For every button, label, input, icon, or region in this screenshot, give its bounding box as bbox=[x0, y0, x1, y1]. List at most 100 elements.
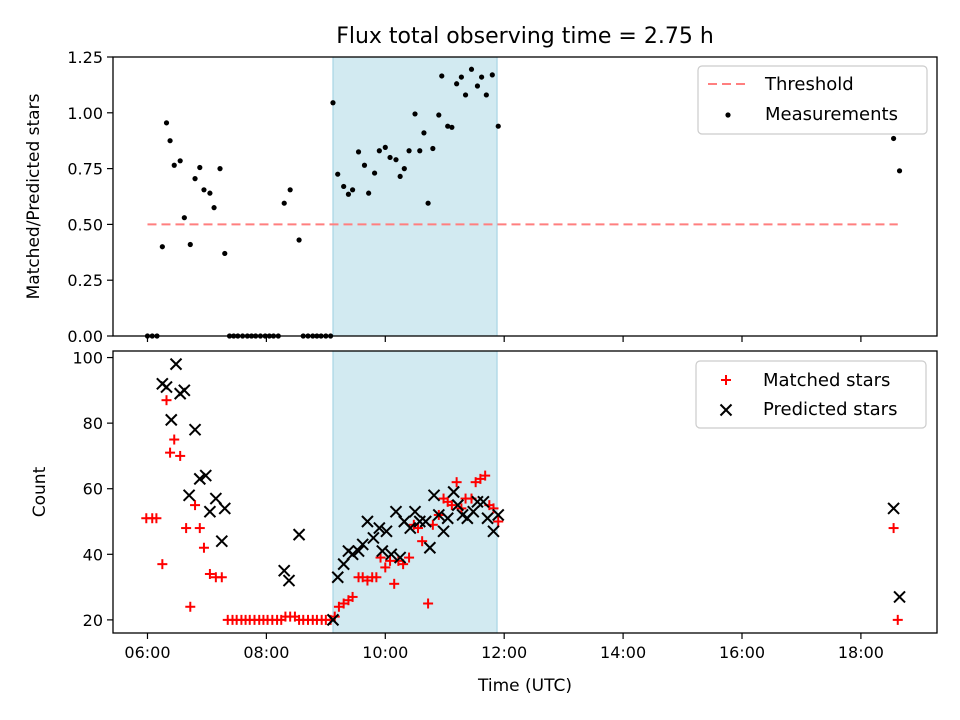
x-tick-label: 12:00 bbox=[481, 643, 527, 662]
ratio-y-ticks: 0.00 0.25 0.50 0.75 1.00 1.25 bbox=[67, 48, 113, 346]
predicted-star-point bbox=[218, 502, 231, 515]
x-tick-label: 06:00 bbox=[124, 643, 170, 662]
predicted-star-point bbox=[182, 489, 196, 502]
legend-predicted-swatch bbox=[719, 403, 733, 417]
measurement-point bbox=[207, 190, 213, 196]
predicted-star-point bbox=[393, 551, 407, 564]
y-tick-label: 60 bbox=[83, 480, 103, 499]
measurement-point bbox=[217, 166, 223, 172]
measurement-point bbox=[167, 138, 173, 144]
count-x-axis-label: Time (UTC) bbox=[477, 676, 572, 696]
measurement-point bbox=[425, 200, 431, 206]
predicted-star-point bbox=[376, 544, 389, 558]
predicted-star-point bbox=[199, 469, 212, 482]
measurement-point bbox=[462, 92, 469, 98]
matched-star-point bbox=[417, 536, 428, 547]
measurement-point bbox=[349, 187, 356, 193]
predicted-star-point bbox=[408, 505, 422, 518]
measurement-point bbox=[201, 187, 207, 193]
ratio-y-axis-label: Matched/Predicted stars bbox=[24, 93, 44, 299]
x-tick-label: 10:00 bbox=[362, 643, 408, 662]
y-tick-label: 100 bbox=[72, 349, 103, 368]
predicted-star-point bbox=[441, 512, 454, 525]
count-panel: 20 40 60 80 100 06:00 08:00 10:00 12:00 14:00 16:… bbox=[30, 349, 938, 696]
measurement-point bbox=[382, 144, 388, 150]
measurement-point bbox=[458, 74, 464, 80]
legend-matched-label: Matched stars bbox=[763, 370, 890, 391]
y-tick-label: 80 bbox=[83, 414, 103, 433]
predicted-star-point bbox=[427, 489, 441, 502]
predicted-star-point bbox=[331, 571, 344, 584]
matched-star-point bbox=[451, 477, 462, 488]
legend-x-marker bbox=[719, 403, 733, 417]
ratio-axes-frame bbox=[112, 56, 938, 337]
measurement-point bbox=[355, 149, 362, 155]
measurement-point bbox=[287, 187, 293, 193]
measurement-point bbox=[896, 168, 903, 174]
matched-star-point bbox=[194, 523, 205, 534]
legend-measurements-swatch bbox=[725, 112, 731, 118]
matched-star-point bbox=[151, 513, 162, 524]
y-tick-label: 0.25 bbox=[67, 271, 103, 290]
matched-star-point bbox=[181, 523, 192, 534]
measurement-point bbox=[445, 123, 451, 129]
predicted-star-point bbox=[419, 515, 432, 528]
measurement-point bbox=[335, 171, 341, 177]
predicted-star-point bbox=[481, 512, 494, 525]
matched-star-point bbox=[175, 450, 186, 461]
predicted-star-point bbox=[193, 472, 207, 486]
x-tick-label: 18:00 bbox=[838, 643, 884, 662]
matched-star-point bbox=[892, 614, 903, 625]
measurement-point bbox=[468, 66, 475, 72]
measurement-point bbox=[891, 135, 897, 142]
predicted-star-point bbox=[432, 508, 446, 522]
predicted-star-point bbox=[346, 548, 359, 561]
measurement-point bbox=[421, 130, 427, 136]
measurement-point bbox=[296, 237, 302, 243]
y-tick-label: 0.75 bbox=[67, 160, 103, 179]
y-tick-label: 0.00 bbox=[67, 327, 103, 346]
matched-star-point bbox=[185, 601, 196, 612]
measurement-point bbox=[197, 164, 203, 171]
measurement-point bbox=[406, 148, 412, 154]
y-tick-label: 1.25 bbox=[67, 48, 103, 67]
predicted-star-point bbox=[487, 525, 500, 538]
predicted-star-point bbox=[404, 521, 417, 535]
ratio-observing-span bbox=[332, 56, 498, 337]
measurement-point bbox=[430, 145, 436, 152]
measurement-point bbox=[454, 81, 460, 87]
matched-star-point bbox=[347, 591, 358, 602]
y-tick-label: 1.00 bbox=[67, 104, 103, 123]
legend-plus-marker bbox=[721, 375, 731, 385]
count-legend-box bbox=[695, 360, 927, 429]
predicted-star-point bbox=[203, 505, 217, 518]
predicted-star-point bbox=[887, 502, 900, 515]
matched-star-point bbox=[488, 503, 499, 514]
predicted-star-point bbox=[451, 498, 465, 512]
measurement-point bbox=[495, 123, 501, 129]
predicted-star-point bbox=[165, 413, 178, 427]
matched-star-point bbox=[380, 562, 391, 573]
predicted-star-point bbox=[893, 590, 906, 604]
measurement-point bbox=[211, 205, 217, 211]
measurement-point bbox=[159, 244, 165, 250]
matched-star-point bbox=[216, 572, 227, 583]
legend-matched-swatch bbox=[721, 375, 731, 385]
measurement-point bbox=[341, 183, 347, 190]
count-y-axis-label: Count bbox=[30, 466, 50, 517]
measurement-point bbox=[483, 92, 489, 98]
predicted-star-point bbox=[278, 564, 291, 577]
count-y-ticks: 20 40 60 80 100 bbox=[72, 349, 113, 630]
predicted-star-point bbox=[169, 357, 183, 371]
matched-star-point bbox=[375, 552, 386, 563]
matched-star-point bbox=[423, 598, 434, 609]
measurement-point bbox=[397, 173, 403, 180]
measurement-point bbox=[479, 74, 485, 80]
ratio-panel: 0.00 0.25 0.50 0.75 1.00 1.25 Matched/Predict… bbox=[24, 48, 938, 346]
ratio-legend: Threshold Measurements bbox=[697, 65, 928, 135]
matched-star-point bbox=[157, 559, 168, 570]
predicted-star-point bbox=[215, 534, 229, 548]
measurement-point bbox=[181, 215, 187, 221]
measurement-point bbox=[187, 241, 193, 248]
measurement-point bbox=[222, 250, 228, 257]
